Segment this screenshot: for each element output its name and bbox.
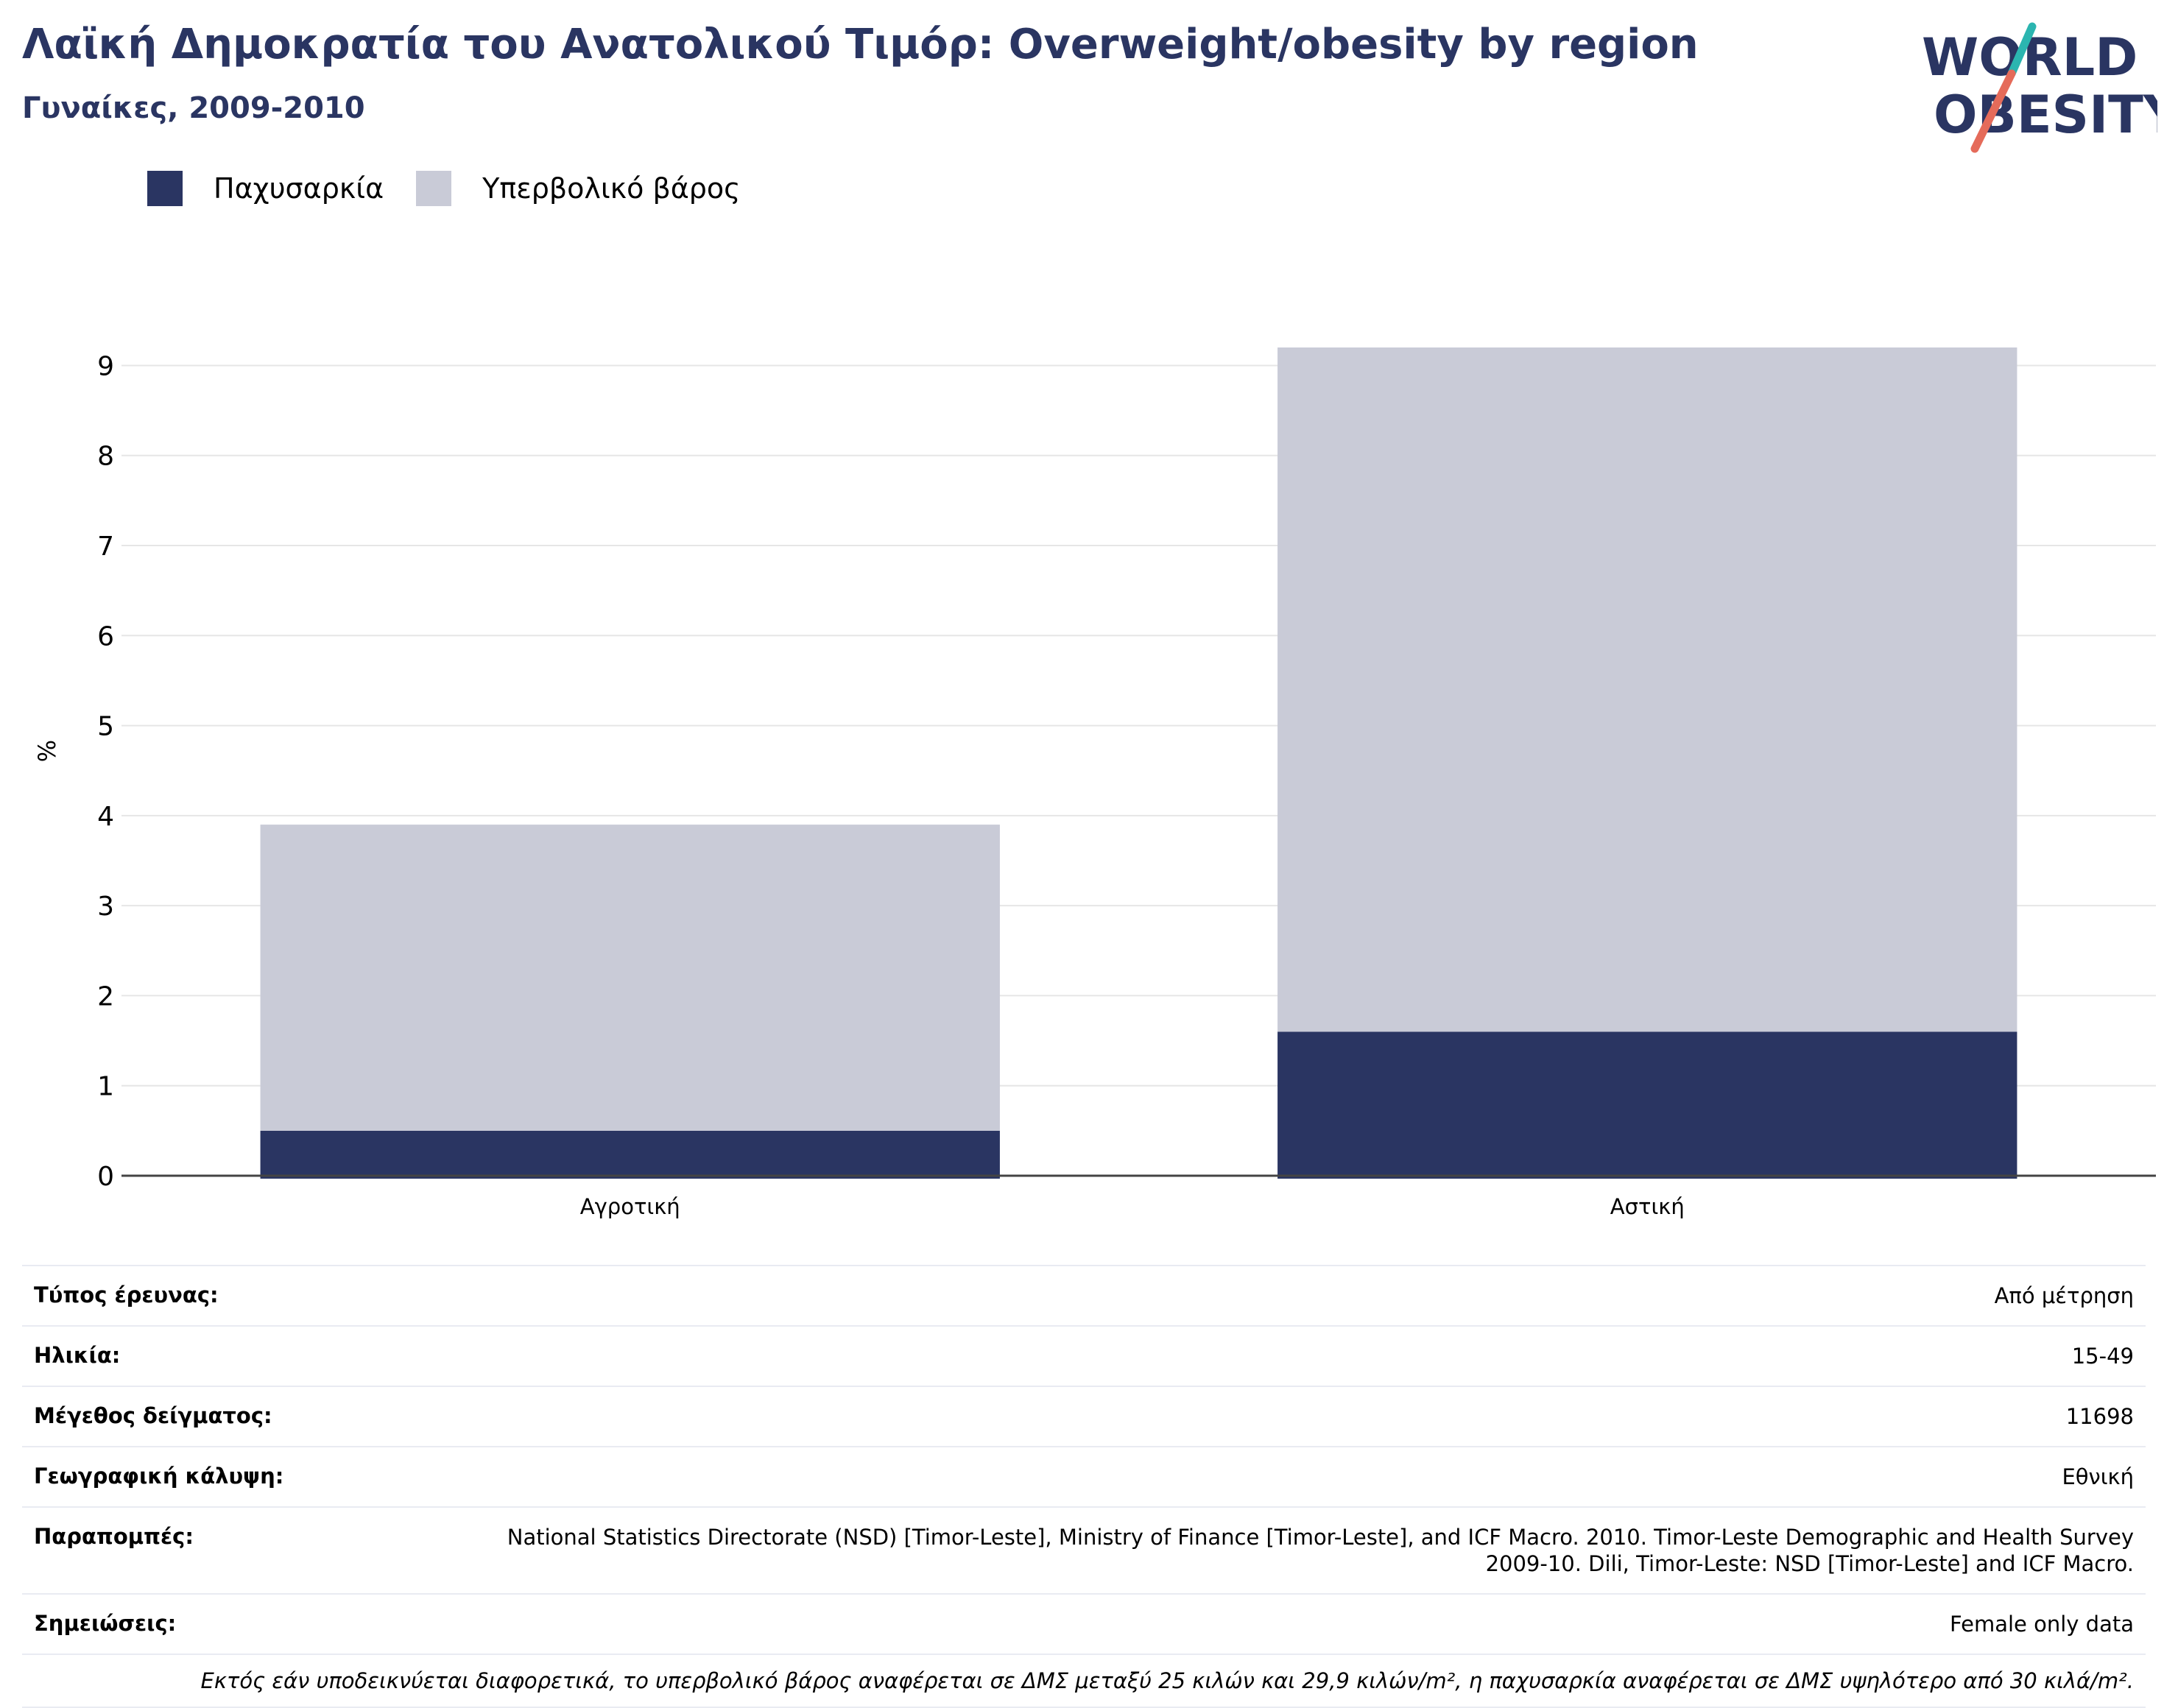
legend-swatch-overweight	[416, 171, 452, 206]
survey-info-table: Τύπος έρευνας: Από μέτρηση Ηλικία: 15-49…	[22, 1265, 2146, 1708]
x-tick-label: Αγροτική	[580, 1194, 680, 1219]
info-label: Μέγεθος δείγματος:	[34, 1403, 272, 1428]
y-tick-label: 8	[97, 442, 114, 472]
chart-legend: Παχυσαρκία Υπερβολικό βάρος	[147, 168, 772, 209]
info-row-coverage: Γεωγραφική κάλυψη: Εθνική	[22, 1446, 2146, 1506]
info-label: Γεωγραφική κάλυψη:	[34, 1464, 284, 1489]
legend-swatch-obesity	[147, 171, 183, 206]
info-row-age: Ηλικία: 15-49	[22, 1325, 2146, 1386]
x-tick-label: Αστική	[1610, 1194, 1685, 1219]
legend-label-obesity: Παχυσαρκία	[214, 172, 384, 205]
chart-title: Λαϊκή Δημοκρατία του Ανατολικού Τιμόρ: O…	[22, 21, 1699, 68]
logo-slash-coral	[1970, 69, 2016, 153]
logo-slash-teal	[2007, 22, 2037, 78]
chart-subtitle: Γυναίκες, 2009-2010	[22, 91, 365, 125]
info-value: National Statistics Directorate (NSD) [T…	[507, 1525, 2134, 1576]
info-value: Female only data	[1950, 1612, 2134, 1637]
legend-item-obesity[interactable]: Παχυσαρκία	[147, 171, 384, 206]
bar-segment	[260, 1130, 1000, 1179]
y-tick-label: 7	[97, 532, 114, 562]
y-tick-label: 2	[97, 981, 114, 1012]
logo-text-obesity: OBESITY	[1934, 85, 2157, 145]
info-row-sample-size: Μέγεθος δείγματος: 11698	[22, 1386, 2146, 1446]
bar-segment	[1277, 1031, 2017, 1179]
bar-chart: 0 1 2 3 4 5 6 7 8 9% Αγροτική Αστική	[33, 347, 2156, 1219]
info-row-references: Παραπομπές: National Statistics Director…	[22, 1506, 2146, 1593]
y-tick-label: 6	[97, 621, 114, 652]
info-label: Ηλικία:	[34, 1343, 121, 1368]
info-value: 15-49	[2071, 1344, 2134, 1369]
y-tick-label: 4	[97, 802, 114, 832]
y-tick-label: 9	[97, 351, 114, 381]
info-row-notes: Σημειώσεις: Female only data	[22, 1593, 2146, 1654]
info-value: Εθνική	[2062, 1464, 2134, 1489]
info-value: 11698	[2065, 1404, 2134, 1429]
y-tick-label: 5	[97, 712, 114, 742]
y-axis-label: %	[33, 740, 61, 762]
info-label: Τύπος έρευνας:	[34, 1282, 219, 1308]
info-row-survey-type: Τύπος έρευνας: Από μέτρηση	[22, 1265, 2146, 1325]
y-tick-label: 0	[97, 1162, 114, 1192]
definition-footnote: Εκτός εάν υποδεικνύεται διαφορετικά, το …	[22, 1654, 2146, 1708]
y-tick-label: 1	[97, 1072, 114, 1102]
world-obesity-logo: WORLD OBESITY	[1922, 22, 2157, 153]
bar-segment	[1277, 347, 2017, 1032]
info-label: Σημειώσεις:	[34, 1611, 177, 1636]
info-value: Από μέτρηση	[1994, 1283, 2134, 1308]
legend-label-overweight: Υπερβολικό βάρος	[482, 172, 741, 205]
legend-item-overweight[interactable]: Υπερβολικό βάρος	[416, 171, 740, 206]
info-label: Παραπομπές:	[34, 1524, 194, 1549]
y-tick-label: 3	[97, 892, 114, 922]
bar-segment	[260, 825, 1000, 1131]
